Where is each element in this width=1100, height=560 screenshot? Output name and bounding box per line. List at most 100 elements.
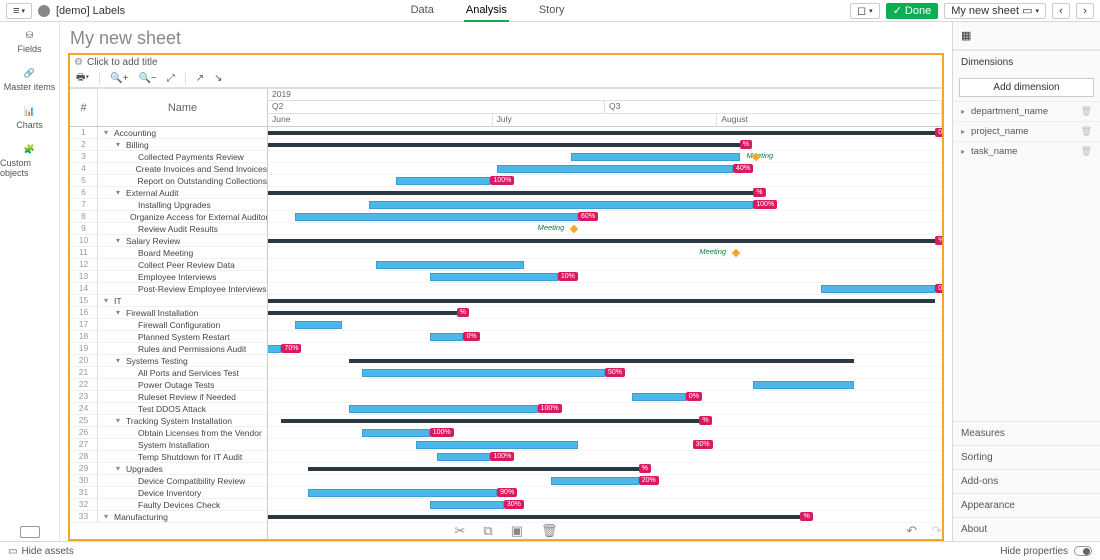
gantt-row[interactable]: 2▾Billing (70, 139, 267, 151)
gantt-row[interactable]: 6▾External Audit (70, 187, 267, 199)
task-bar[interactable] (632, 393, 686, 401)
gantt-bar-row[interactable]: 10% (268, 271, 942, 283)
gantt-row[interactable]: 32Faulty Devices Check (70, 499, 267, 511)
tab-story[interactable]: Story (537, 0, 567, 22)
panel-section-add-ons[interactable]: Add-ons (953, 469, 1100, 493)
task-bar[interactable] (430, 501, 504, 509)
gantt-row[interactable]: 9Review Audit Results (70, 223, 267, 235)
gantt-bar-row[interactable]: Meeting (268, 151, 942, 163)
panel-section-sorting[interactable]: Sorting (953, 445, 1100, 469)
tab-data[interactable]: Data (409, 0, 436, 22)
sheet-title[interactable]: My new sheet (60, 22, 952, 53)
task-bar[interactable] (362, 369, 605, 377)
gantt-bar-row[interactable]: 0% (268, 331, 942, 343)
gantt-row[interactable]: 11Board Meeting (70, 247, 267, 259)
gantt-bar-row[interactable]: 50% (268, 367, 942, 379)
asset-tab-charts[interactable]: 📊Charts (16, 106, 43, 130)
gantt-bar-row[interactable]: % (268, 511, 942, 523)
gantt-bar-row[interactable]: % (268, 235, 942, 247)
sheet-selector[interactable]: My new sheet▭▾ (944, 3, 1046, 19)
gantt-bar-row[interactable]: % (268, 139, 942, 151)
gantt-row[interactable]: 15▾IT (70, 295, 267, 307)
next-sheet-button[interactable]: › (1076, 3, 1094, 19)
asset-tab-custom-objects[interactable]: 🧩Custom objects (0, 144, 59, 178)
task-bar[interactable] (376, 261, 524, 269)
asset-tab-master-items[interactable]: 🔗Master items (4, 68, 56, 92)
tab-analysis[interactable]: Analysis (464, 0, 509, 22)
gantt-row[interactable]: 13Employee Interviews (70, 271, 267, 283)
gantt-row[interactable]: 12Collect Peer Review Data (70, 259, 267, 271)
task-bar[interactable] (416, 441, 578, 449)
gantt-row[interactable]: 26Obtain Licenses from the Vendor (70, 427, 267, 439)
delete-icon[interactable]: 🗑 (1081, 146, 1092, 157)
gantt-bar-row[interactable]: 20% (268, 475, 942, 487)
cut-icon[interactable]: ✂ (454, 523, 465, 539)
gantt-bar-row[interactable]: 30% (268, 499, 942, 511)
add-dimension-button[interactable]: Add dimension (959, 78, 1094, 97)
gantt-bar-row[interactable]: % (268, 463, 942, 475)
toggle-assets-icon[interactable]: ▭ (8, 546, 17, 557)
task-bar[interactable] (268, 345, 281, 353)
group-bar[interactable] (268, 191, 753, 195)
gantt-bar-row[interactable]: 30% (268, 439, 942, 451)
gantt-bar-row[interactable] (268, 319, 942, 331)
task-bar[interactable] (295, 213, 578, 221)
gantt-row[interactable]: 21All Ports and Services Test (70, 367, 267, 379)
gantt-row[interactable]: 7Installing Upgrades (70, 199, 267, 211)
gantt-bar-row[interactable]: 0% (268, 283, 942, 295)
gantt-bar-row[interactable]: 100% (268, 403, 942, 415)
gantt-bar-row[interactable]: 60% (268, 211, 942, 223)
gantt-bar-row[interactable]: % (268, 307, 942, 319)
object-title-placeholder[interactable]: ⚙ Click to add title (70, 55, 942, 70)
task-bar[interactable] (396, 177, 490, 185)
gantt-row[interactable]: 10▾Salary Review (70, 235, 267, 247)
collapse-assets-icon[interactable] (20, 526, 40, 538)
task-bar[interactable] (349, 405, 538, 413)
zoom-in-icon[interactable]: 🔍+ (110, 73, 128, 84)
gantt-row[interactable]: 33▾Manufacturing (70, 511, 267, 523)
gantt-bar-row[interactable]: % (268, 415, 942, 427)
group-bar[interactable] (268, 239, 935, 243)
gantt-row[interactable]: 22Power Outage Tests (70, 379, 267, 391)
group-bar[interactable] (268, 299, 935, 303)
gantt-bar-row[interactable] (268, 295, 942, 307)
task-bar[interactable] (295, 321, 342, 329)
hide-assets-label[interactable]: Hide assets (21, 546, 73, 557)
group-bar[interactable] (349, 359, 855, 363)
gantt-row[interactable]: 23Ruleset Review if Needed (70, 391, 267, 403)
panel-section-appearance[interactable]: Appearance (953, 493, 1100, 517)
redo-icon[interactable]: ↷ (931, 523, 942, 539)
task-bar[interactable] (821, 285, 936, 293)
milestone-diamond[interactable] (732, 249, 740, 257)
gantt-chart-object[interactable]: ⚙ Click to add title 🖶▾ 🔍+ 🔍− ⤢ ↗ ↘ # Na… (68, 53, 944, 541)
task-bar[interactable] (369, 201, 753, 209)
dimensions-section-header[interactable]: Dimensions (953, 50, 1100, 74)
gantt-bar-row[interactable] (268, 355, 942, 367)
panel-section-measures[interactable]: Measures (953, 421, 1100, 445)
gantt-bar-row[interactable]: 40% (268, 163, 942, 175)
gantt-row[interactable]: 5Report on Outstanding Collections (70, 175, 267, 187)
gantt-row[interactable]: 14Post-Review Employee Interviews (70, 283, 267, 295)
task-bar[interactable] (437, 453, 491, 461)
group-bar[interactable] (281, 419, 699, 423)
gantt-bar-row[interactable]: 100% (268, 451, 942, 463)
dimension-field[interactable]: ▸department_name🗑 (953, 101, 1100, 121)
dimension-field[interactable]: ▸project_name🗑 (953, 121, 1100, 141)
task-bar[interactable] (551, 477, 639, 485)
gantt-bar-row[interactable]: 70% (268, 343, 942, 355)
gantt-bar-row[interactable]: Meeting (268, 223, 942, 235)
task-bar[interactable] (753, 381, 854, 389)
gantt-bar-row[interactable]: 0% (268, 127, 942, 139)
asset-tab-fields[interactable]: ⛁Fields (17, 30, 41, 54)
gantt-bar-row[interactable]: % (268, 187, 942, 199)
collapse-icon[interactable]: ↘ (214, 73, 222, 84)
fit-icon[interactable]: ⤢ (167, 73, 175, 84)
gantt-row[interactable]: 19Rules and Permissions Audit (70, 343, 267, 355)
gantt-row[interactable]: 30Device Compatibility Review (70, 475, 267, 487)
print-icon[interactable]: 🖶▾ (76, 70, 89, 87)
gantt-bar-row[interactable]: Meeting (268, 247, 942, 259)
gantt-row[interactable]: 3Collected Payments Review (70, 151, 267, 163)
task-bar[interactable] (362, 429, 429, 437)
task-bar[interactable] (497, 165, 733, 173)
undo-icon[interactable]: ↶ (906, 523, 917, 539)
